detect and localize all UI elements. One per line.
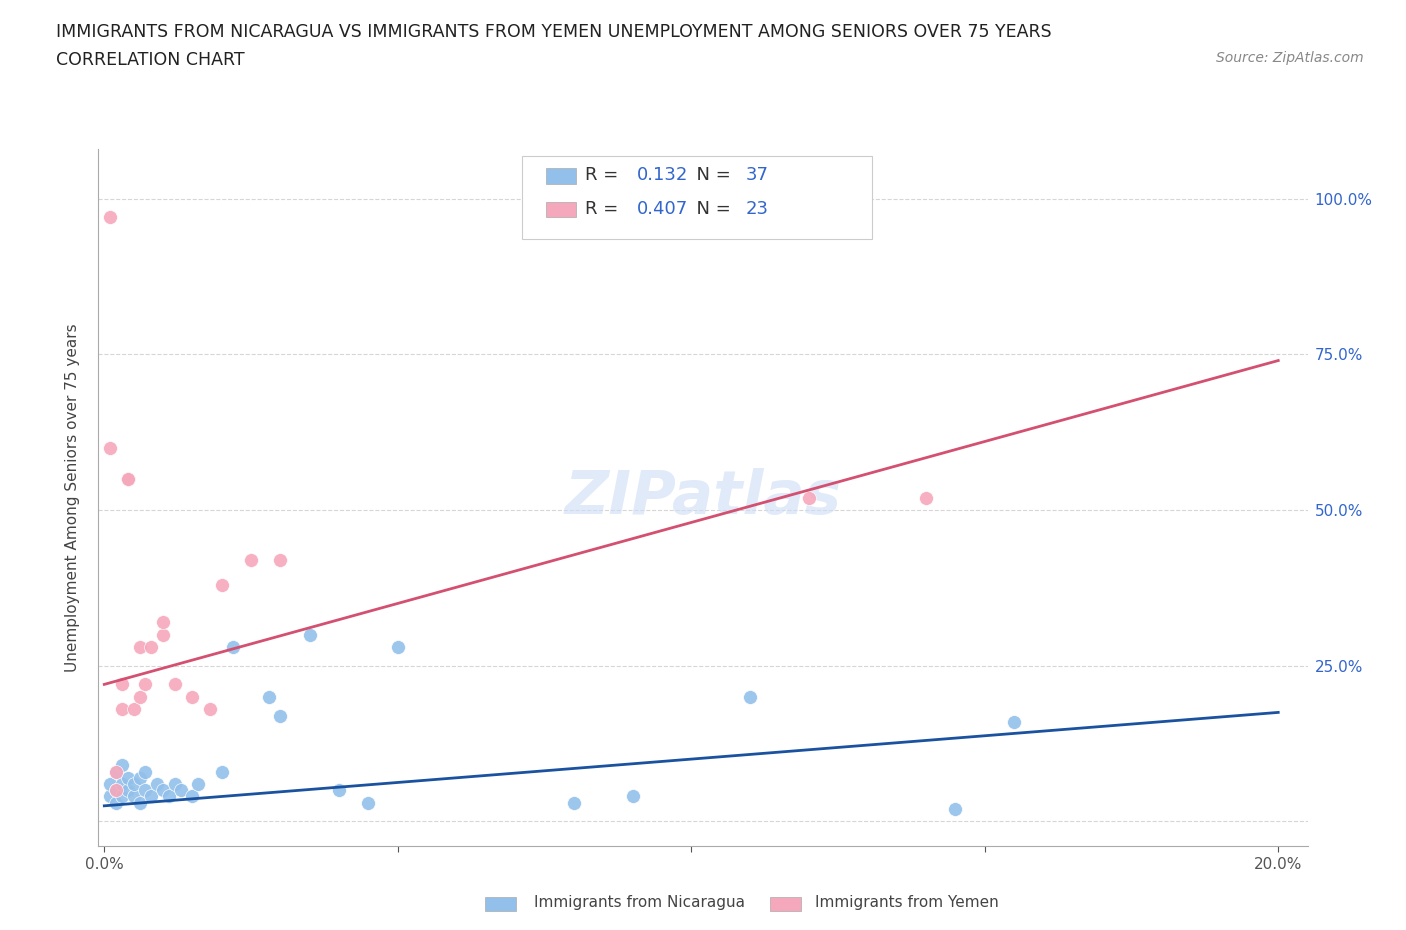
- Point: [122, 789, 145, 804]
- Text: N =: N =: [685, 166, 737, 184]
- Point: [152, 627, 174, 642]
- Point: [915, 490, 938, 505]
- Point: [111, 789, 134, 804]
- Point: [98, 789, 121, 804]
- Point: [105, 764, 128, 779]
- Point: [128, 795, 150, 810]
- FancyBboxPatch shape: [522, 156, 872, 240]
- Point: [146, 777, 169, 791]
- Point: [181, 689, 204, 704]
- Point: [105, 795, 128, 810]
- Y-axis label: Unemployment Among Seniors over 75 years: Unemployment Among Seniors over 75 years: [65, 324, 80, 671]
- Point: [111, 677, 134, 692]
- FancyBboxPatch shape: [546, 202, 576, 218]
- Point: [117, 783, 139, 798]
- Text: CORRELATION CHART: CORRELATION CHART: [56, 51, 245, 69]
- Point: [387, 640, 409, 655]
- Point: [357, 795, 380, 810]
- Point: [298, 627, 321, 642]
- Point: [134, 783, 156, 798]
- Point: [141, 640, 163, 655]
- Point: [105, 783, 128, 798]
- Point: [122, 702, 145, 717]
- Point: [98, 777, 121, 791]
- Text: 23: 23: [745, 200, 768, 218]
- Point: [117, 472, 139, 486]
- Text: 0.407: 0.407: [637, 200, 688, 218]
- Text: 0.132: 0.132: [637, 166, 688, 184]
- Point: [98, 440, 121, 455]
- Text: Source: ZipAtlas.com: Source: ZipAtlas.com: [1216, 51, 1364, 65]
- Text: R =: R =: [585, 166, 623, 184]
- Point: [240, 552, 263, 567]
- Point: [621, 789, 644, 804]
- Point: [738, 689, 761, 704]
- Text: ZIPatlas: ZIPatlas: [564, 468, 842, 527]
- Point: [134, 764, 156, 779]
- Point: [169, 783, 191, 798]
- FancyBboxPatch shape: [546, 168, 576, 184]
- Text: R =: R =: [585, 200, 623, 218]
- Point: [98, 210, 121, 225]
- Text: Immigrants from Yemen: Immigrants from Yemen: [815, 895, 1000, 910]
- Text: N =: N =: [685, 200, 737, 218]
- Point: [122, 777, 145, 791]
- Point: [328, 783, 350, 798]
- Point: [222, 640, 245, 655]
- Text: Immigrants from Nicaragua: Immigrants from Nicaragua: [534, 895, 745, 910]
- Point: [134, 677, 156, 692]
- Point: [562, 795, 585, 810]
- Point: [128, 770, 150, 785]
- Point: [269, 552, 291, 567]
- Point: [117, 472, 139, 486]
- Point: [797, 490, 820, 505]
- Point: [152, 615, 174, 630]
- Point: [105, 764, 128, 779]
- Point: [157, 789, 180, 804]
- Point: [187, 777, 209, 791]
- Point: [211, 764, 233, 779]
- Point: [1002, 714, 1025, 729]
- Point: [105, 783, 128, 798]
- Point: [152, 783, 174, 798]
- Point: [257, 689, 280, 704]
- Point: [211, 578, 233, 592]
- Text: IMMIGRANTS FROM NICARAGUA VS IMMIGRANTS FROM YEMEN UNEMPLOYMENT AMONG SENIORS OV: IMMIGRANTS FROM NICARAGUA VS IMMIGRANTS …: [56, 23, 1052, 41]
- Point: [111, 777, 134, 791]
- Point: [111, 702, 134, 717]
- Point: [117, 770, 139, 785]
- Point: [128, 640, 150, 655]
- Point: [269, 708, 291, 723]
- Point: [163, 677, 186, 692]
- Point: [198, 702, 221, 717]
- Point: [141, 789, 163, 804]
- Point: [128, 689, 150, 704]
- Point: [181, 789, 204, 804]
- Point: [945, 802, 967, 817]
- Point: [111, 758, 134, 773]
- Text: 37: 37: [745, 166, 768, 184]
- Point: [163, 777, 186, 791]
